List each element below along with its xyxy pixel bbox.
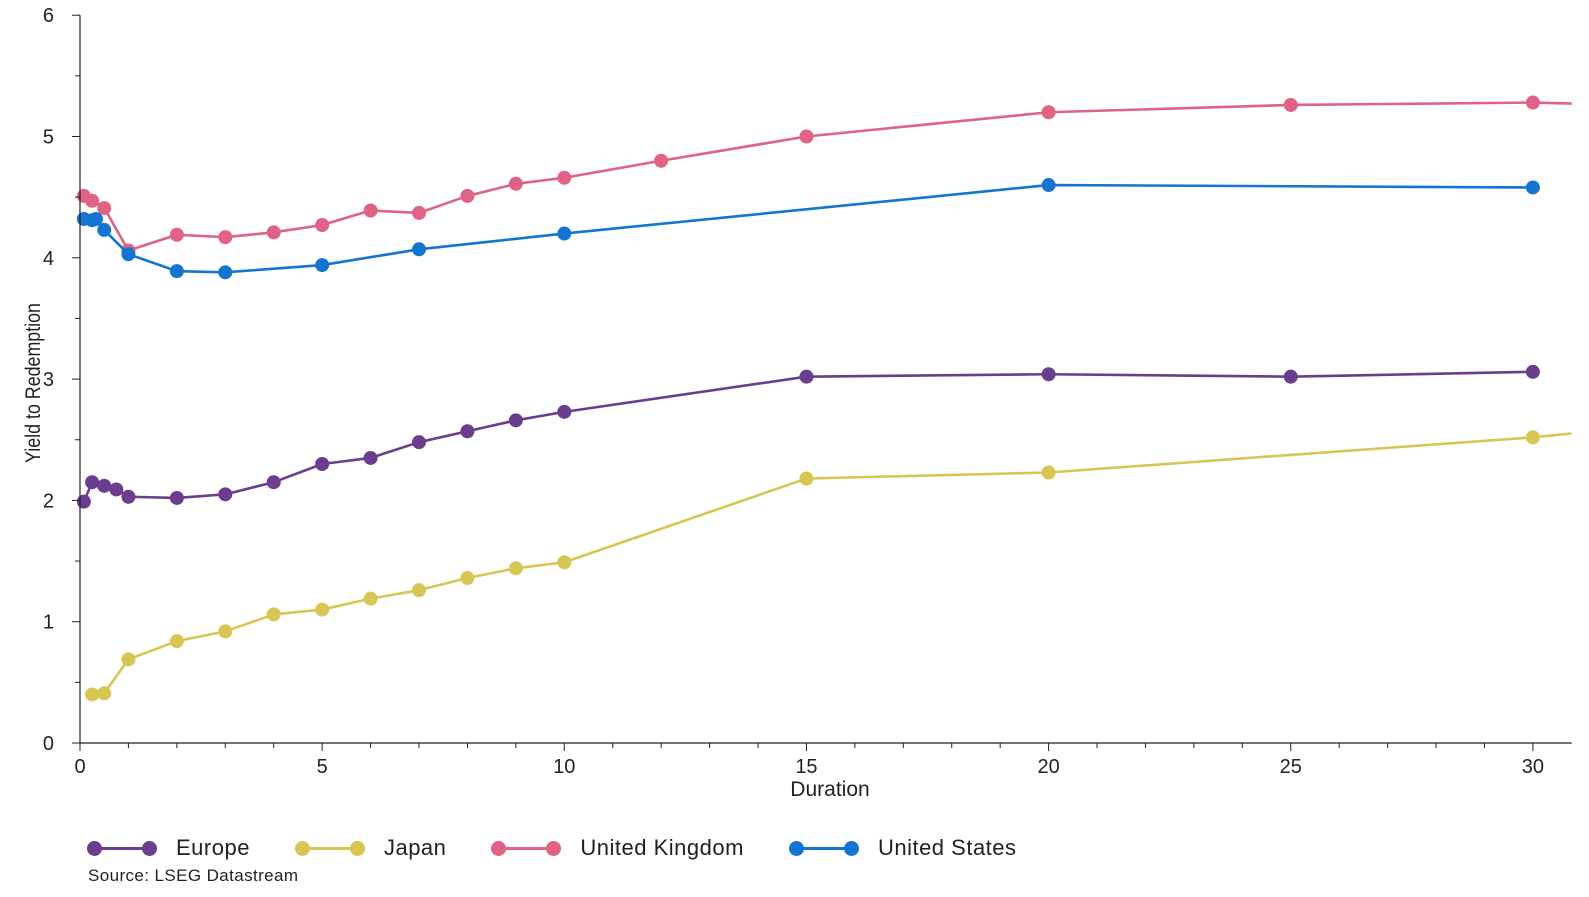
- axes-layer: 0 5 10 15 20 25 30 0 1 2 3 4 5 6: [43, 5, 1572, 778]
- y-tick-label: 5: [43, 127, 54, 149]
- data-point-europe: [85, 475, 100, 490]
- data-point-united-kingdom: [799, 129, 814, 144]
- data-point-japan: [315, 602, 330, 617]
- series-united-states: [76, 178, 1540, 280]
- data-point-japan: [412, 583, 427, 598]
- data-point-japan: [460, 571, 475, 586]
- data-point-united-kingdom: [97, 201, 112, 216]
- data-point-europe: [363, 450, 378, 465]
- data-point-united-states: [97, 222, 112, 237]
- data-point-europe: [218, 487, 233, 502]
- data-point-europe: [557, 404, 572, 419]
- legend-label-europe: Europe: [176, 835, 250, 860]
- x-tick-label: 0: [74, 756, 85, 778]
- series-line-united-kingdom: [83, 101, 1572, 252]
- y-tick-label: 3: [43, 369, 54, 391]
- data-point-japan: [169, 634, 184, 649]
- series-united-kingdom: [76, 95, 1572, 258]
- legend-item-europe: Europe: [86, 835, 250, 861]
- data-point-united-kingdom: [1525, 95, 1540, 110]
- data-point-united-states: [315, 258, 330, 273]
- data-point-united-kingdom: [508, 176, 523, 191]
- data-point-united-states: [121, 247, 136, 262]
- y-tick-label: 1: [43, 612, 54, 634]
- x-tick-label: 25: [1280, 756, 1302, 778]
- data-point-united-kingdom: [557, 170, 572, 185]
- data-point-europe: [508, 413, 523, 428]
- x-axis-title: Duration: [790, 778, 869, 801]
- legend-item-united-states: United States: [788, 835, 1017, 861]
- data-point-united-kingdom: [169, 227, 184, 242]
- data-point-united-states: [412, 242, 427, 257]
- data-point-europe: [76, 494, 91, 509]
- data-point-united-states: [169, 264, 184, 279]
- data-point-japan: [508, 561, 523, 576]
- data-point-europe: [266, 475, 281, 490]
- legend-label-united-kingdom: United Kingdom: [580, 835, 744, 860]
- data-point-europe: [169, 490, 184, 505]
- series-line-japan: [91, 432, 1572, 696]
- y-tick-label: 2: [43, 490, 54, 512]
- yield-curve-chart: 0 5 10 15 20 25 30 0 1 2 3 4 5 6 Duration Yield to Re…: [22, 5, 1572, 801]
- data-point-united-states: [88, 211, 103, 226]
- data-point-united-kingdom: [266, 225, 281, 240]
- data-point-united-kingdom: [315, 218, 330, 233]
- data-point-europe: [412, 435, 427, 450]
- data-point-united-states: [1525, 180, 1540, 195]
- legend-item-united-kingdom: United Kingdom: [490, 835, 744, 861]
- data-point-europe: [1283, 369, 1298, 384]
- data-point-japan: [266, 607, 281, 622]
- data-point-europe: [121, 489, 136, 504]
- data-point-japan: [1525, 430, 1540, 445]
- data-point-japan: [799, 471, 814, 486]
- x-tick-label: 30: [1522, 756, 1544, 778]
- data-point-united-states: [218, 265, 233, 280]
- x-tick-label: 15: [795, 756, 817, 778]
- data-point-europe: [315, 457, 330, 472]
- data-point-japan: [85, 687, 100, 702]
- data-point-europe: [1041, 367, 1056, 382]
- x-tick-label: 5: [317, 756, 328, 778]
- data-point-europe: [1525, 364, 1540, 379]
- data-point-united-kingdom: [654, 153, 669, 168]
- data-point-japan: [218, 624, 233, 639]
- y-tick-label: 6: [43, 5, 54, 27]
- series-layer: [76, 95, 1572, 702]
- y-tick-label: 4: [43, 248, 54, 270]
- x-tick-label: 20: [1037, 756, 1059, 778]
- data-point-united-states: [1041, 178, 1056, 193]
- chart-legend: Europe Japan United Kingdom United State…: [86, 835, 1061, 861]
- legend-swatch-united-states: [788, 835, 860, 861]
- data-point-japan: [1041, 465, 1056, 480]
- series-japan: [85, 430, 1572, 702]
- legend-label-japan: Japan: [383, 835, 447, 860]
- data-point-united-kingdom: [412, 205, 427, 220]
- legend-item-japan: Japan: [294, 835, 446, 861]
- data-point-united-kingdom: [460, 188, 475, 203]
- data-point-europe: [109, 482, 124, 497]
- source-note: Source: LSEG Datastream: [88, 866, 299, 885]
- data-point-japan: [557, 555, 572, 570]
- legend-swatch-united-kingdom: [490, 835, 562, 861]
- series-europe: [76, 364, 1540, 509]
- y-axis-title: Yield to Redemption: [22, 303, 46, 463]
- data-point-japan: [121, 652, 136, 667]
- data-point-united-kingdom: [363, 203, 378, 218]
- data-point-united-kingdom: [1283, 97, 1298, 112]
- data-point-europe: [97, 478, 112, 493]
- data-point-united-kingdom: [218, 230, 233, 245]
- data-point-united-kingdom: [85, 193, 100, 208]
- data-point-united-states: [557, 226, 572, 241]
- legend-swatch-japan: [294, 835, 366, 861]
- legend-label-united-states: United States: [877, 835, 1017, 860]
- data-point-japan: [363, 591, 378, 606]
- data-point-japan: [97, 686, 112, 701]
- y-tick-label: 0: [43, 733, 54, 755]
- x-tick-label: 10: [553, 756, 575, 778]
- legend-swatch-europe: [86, 835, 158, 861]
- data-point-europe: [460, 424, 475, 439]
- data-point-united-kingdom: [1041, 105, 1056, 120]
- data-point-europe: [799, 369, 814, 384]
